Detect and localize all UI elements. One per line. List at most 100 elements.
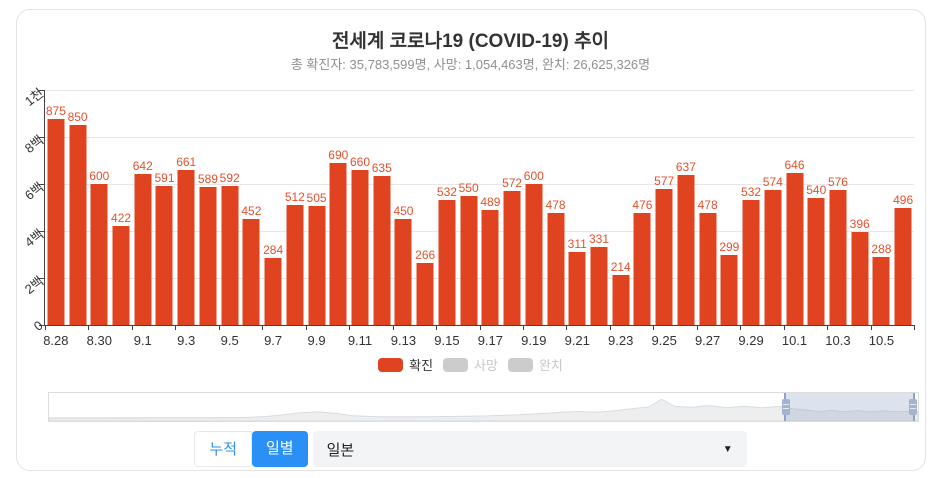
- bar[interactable]: [242, 218, 260, 325]
- bar[interactable]: [351, 169, 369, 325]
- legend-item-사망[interactable]: 사망: [443, 355, 498, 374]
- bar[interactable]: [264, 258, 282, 325]
- bar-value-label: 489: [480, 195, 501, 210]
- bar[interactable]: [47, 119, 65, 325]
- cumulative-mode-button[interactable]: 누적: [194, 431, 252, 467]
- gridline: [45, 137, 914, 138]
- bar[interactable]: [872, 257, 890, 325]
- legend-item-완치[interactable]: 완치: [507, 355, 563, 374]
- bar-value-label: 496: [893, 193, 914, 208]
- x-axis-label: 9.17: [477, 333, 504, 348]
- bar-value-label: 540: [806, 183, 827, 198]
- bar-value-label: 642: [132, 159, 153, 174]
- bar[interactable]: [720, 254, 738, 325]
- bar[interactable]: [894, 208, 912, 325]
- x-axis-tick: [740, 325, 742, 330]
- bar[interactable]: [829, 189, 847, 325]
- bar[interactable]: [568, 251, 586, 325]
- bar[interactable]: [851, 231, 869, 325]
- bar[interactable]: [177, 169, 195, 325]
- bar[interactable]: [633, 213, 651, 325]
- bar-slot: 396: [849, 90, 871, 325]
- bar-slot: 660: [349, 90, 371, 325]
- bar[interactable]: [786, 173, 803, 325]
- bar-slot: 591: [154, 90, 176, 325]
- bar-slot: 635: [371, 90, 393, 325]
- bar[interactable]: [373, 175, 391, 325]
- x-axis-tick: [870, 325, 872, 330]
- x-axis-label: 9.23: [608, 333, 634, 348]
- bar[interactable]: [481, 210, 499, 325]
- country-select[interactable]: 일본 ▼: [312, 431, 747, 467]
- bar[interactable]: [655, 189, 673, 325]
- bar-slot: 478: [697, 90, 719, 325]
- data-zoom-right-handle[interactable]: [909, 399, 918, 415]
- x-axis-label: 9.21: [564, 333, 590, 348]
- bar[interactable]: [742, 199, 760, 325]
- x-axis-label: 8.30: [86, 333, 112, 348]
- x-axis-label: 9.13: [390, 333, 417, 348]
- bar-value-label: 266: [415, 247, 436, 262]
- bottom-controls: 누적 일별 일본 ▼: [0, 431, 941, 467]
- bar-value-label: 452: [241, 203, 262, 218]
- bar[interactable]: [547, 212, 565, 325]
- bar[interactable]: [677, 175, 695, 325]
- bar[interactable]: [699, 212, 717, 325]
- bar[interactable]: [590, 247, 608, 325]
- bar[interactable]: [90, 184, 108, 325]
- bar-slot: 496: [892, 90, 914, 325]
- x-axis-label: 8.28: [43, 333, 69, 348]
- bar-slot: 642: [132, 90, 154, 325]
- bar[interactable]: [764, 190, 782, 325]
- bar-value-label: 478: [545, 197, 566, 212]
- bar-slot: 574: [762, 90, 784, 325]
- bar-value-label: 690: [328, 147, 349, 162]
- data-zoom-left-handle[interactable]: [782, 399, 791, 415]
- bar[interactable]: [460, 195, 478, 325]
- x-axis-tick: [522, 325, 524, 330]
- bar-slot: 331: [588, 90, 610, 325]
- bar[interactable]: [308, 206, 326, 325]
- bar[interactable]: [525, 184, 543, 325]
- bar[interactable]: [416, 262, 434, 325]
- x-axis-tick: [262, 325, 264, 330]
- chart-subtitle: 총 확진자: 35,783,599명, 사망: 1,054,463명, 완치: …: [290, 57, 651, 72]
- bar[interactable]: [807, 198, 825, 325]
- bar[interactable]: [199, 186, 217, 325]
- bar[interactable]: [69, 125, 87, 325]
- bar[interactable]: [394, 219, 412, 325]
- bar-value-label: 422: [111, 210, 132, 225]
- x-axis-tick: [783, 325, 785, 330]
- bar[interactable]: [612, 274, 630, 325]
- bar[interactable]: [134, 174, 152, 325]
- bar-value-label: 637: [675, 160, 696, 175]
- legend-swatch: [507, 357, 533, 372]
- bar-value-label: 311: [567, 236, 587, 251]
- bar-slot: 452: [241, 90, 263, 325]
- bar[interactable]: [155, 186, 173, 325]
- x-axis-label: 10.3: [825, 333, 851, 348]
- bar[interactable]: [503, 190, 521, 325]
- data-zoom-window[interactable]: [782, 393, 918, 421]
- bar-value-label: 875: [45, 104, 66, 119]
- x-axis-label: 9.5: [220, 333, 239, 348]
- x-axis-label: 9.25: [651, 333, 677, 348]
- bar[interactable]: [286, 204, 304, 325]
- bar-slot: 875: [45, 90, 67, 325]
- bar-value-label: 450: [393, 204, 414, 219]
- x-axis-tick: [392, 325, 394, 330]
- bar-value-label: 600: [523, 169, 544, 183]
- bar-slot: 512: [284, 90, 306, 325]
- bar[interactable]: [221, 185, 239, 325]
- bar-value-label: 660: [349, 154, 371, 169]
- bar-value-label: 591: [154, 171, 175, 186]
- x-axis-tick: [88, 325, 90, 330]
- bar[interactable]: [438, 199, 456, 325]
- data-zoom-slider[interactable]: [48, 392, 919, 422]
- legend-label: 확진: [409, 358, 434, 373]
- daily-mode-button[interactable]: 일별: [252, 431, 308, 467]
- bar[interactable]: [329, 162, 347, 325]
- bar[interactable]: [112, 225, 130, 325]
- legend-item-확진[interactable]: 확진: [378, 355, 433, 374]
- x-axis-tick: [175, 325, 177, 330]
